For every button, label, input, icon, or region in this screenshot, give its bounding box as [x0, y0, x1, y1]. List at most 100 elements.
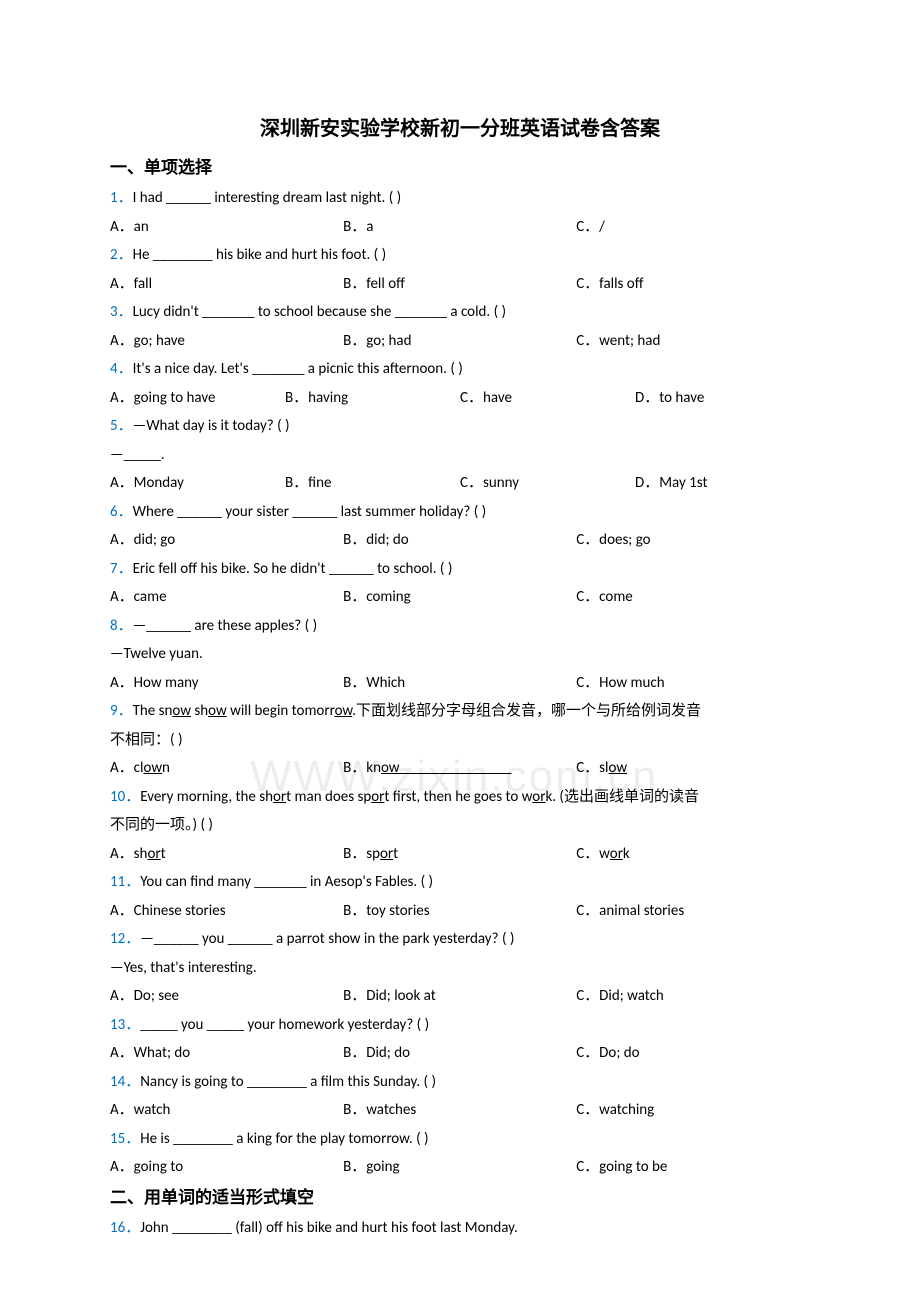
- option: C．work: [576, 840, 809, 869]
- question-continuation: —_____.: [110, 441, 810, 470]
- question-text: Where ______ your sister ______ last sum…: [133, 503, 487, 521]
- option: C．Did; watch: [576, 982, 809, 1011]
- question-text: He ________ his bike and hurt his foot. …: [133, 246, 387, 264]
- option: C．Do; do: [576, 1039, 809, 1068]
- question-number: 16．: [110, 1219, 140, 1237]
- section-header: 一、单项选择: [110, 152, 810, 184]
- option: C．falls off: [576, 270, 809, 299]
- section-header: 二、用单词的适当形式填空: [110, 1182, 810, 1214]
- question-number: 3．: [110, 303, 133, 321]
- question-number: 12．: [110, 930, 140, 948]
- options-row: A．fallB．fell offC．falls off: [110, 270, 810, 299]
- options-row: A．clownB．know C．slow: [110, 754, 810, 783]
- question-text: He is ________ a king for the play tomor…: [140, 1130, 428, 1148]
- option: A．clown: [110, 754, 343, 783]
- options-row: A．go; haveB．go; hadC．went; had: [110, 327, 810, 356]
- option: C．animal stories: [576, 897, 809, 926]
- options-row: A．going toB．goingC．going to be: [110, 1153, 810, 1182]
- option: B．coming: [343, 583, 576, 612]
- option: C．watching: [576, 1096, 809, 1125]
- option: A．Monday: [110, 469, 285, 498]
- question-number: 11．: [110, 873, 140, 891]
- option: C．How much: [576, 669, 809, 698]
- option: A．fall: [110, 270, 343, 299]
- question-stem: 14．Nancy is going to ________ a film thi…: [110, 1068, 810, 1097]
- question-text: _____ you _____ your homework yesterday?…: [140, 1016, 429, 1034]
- option: B．know: [343, 754, 576, 783]
- document-title: 深圳新安实验学校新初一分班英语试卷含答案: [110, 110, 810, 148]
- option: C．sunny: [460, 469, 635, 498]
- option: B．a: [343, 213, 576, 242]
- options-row: A．How manyB．WhichC．How much: [110, 669, 810, 698]
- question-stem: 8．—______ are these apples? ( ): [110, 612, 810, 641]
- question-text: Every morning, the short man does sport …: [140, 788, 699, 806]
- question-number: 13．: [110, 1016, 140, 1034]
- option: D．to have: [635, 384, 810, 413]
- options-row: A．Chinese storiesB．toy storiesC．animal s…: [110, 897, 810, 926]
- option: A．short: [110, 840, 343, 869]
- question-text: I had ______ interesting dream last nigh…: [133, 189, 402, 207]
- option: A．What; do: [110, 1039, 343, 1068]
- question-number: 4．: [110, 360, 133, 378]
- question-stem: 1．I had ______ interesting dream last ni…: [110, 184, 810, 213]
- options-row: A．shortB．sportC．work: [110, 840, 810, 869]
- option: A．going to have: [110, 384, 285, 413]
- option: B．Did; do: [343, 1039, 576, 1068]
- question-number: 1．: [110, 189, 133, 207]
- options-row: A．going to haveB．havingC．haveD．to have: [110, 384, 810, 413]
- option: B．having: [285, 384, 460, 413]
- option: B．watches: [343, 1096, 576, 1125]
- options-row: A．What; doB．Did; doC．Do; do: [110, 1039, 810, 1068]
- question-stem: 11．You can find many _______ in Aesop's …: [110, 868, 810, 897]
- question-continuation: —Yes, that's interesting.: [110, 954, 810, 983]
- question-text: Lucy didn't _______ to school because sh…: [133, 303, 506, 321]
- question-text: Nancy is going to ________ a film this S…: [140, 1073, 436, 1091]
- question-continuation: —Twelve yuan.: [110, 640, 810, 669]
- question-number: 9．: [110, 702, 133, 720]
- option: B．fell off: [343, 270, 576, 299]
- question-number: 8．: [110, 617, 133, 635]
- option: B．toy stories: [343, 897, 576, 926]
- question-stem: 6．Where ______ your sister ______ last s…: [110, 498, 810, 527]
- question-stem: 12．—______ you ______ a parrot show in t…: [110, 925, 810, 954]
- question-text: —What day is it today? ( ): [133, 417, 290, 435]
- option: C．does; go: [576, 526, 809, 555]
- options-row: A．MondayB．fineC．sunnyD．May 1st: [110, 469, 810, 498]
- question-text: You can find many _______ in Aesop's Fab…: [140, 873, 433, 891]
- option: B．fine: [285, 469, 460, 498]
- question-text: The snow show will begin tomorrow.下面划线部分…: [133, 702, 701, 720]
- question-stem: 4．It's a nice day. Let's _______ a picni…: [110, 355, 810, 384]
- option: D．May 1st: [635, 469, 810, 498]
- option: B．going: [343, 1153, 576, 1182]
- option: A．did; go: [110, 526, 343, 555]
- question-number: 14．: [110, 1073, 140, 1091]
- question-number: 2．: [110, 246, 133, 264]
- question-text: —______ are these apples? ( ): [133, 617, 318, 635]
- question-stem: 13．_____ you _____ your homework yesterd…: [110, 1011, 810, 1040]
- options-row: A．cameB．comingC．come: [110, 583, 810, 612]
- question-number: 7．: [110, 560, 133, 578]
- question-continuation: 不相同：( ): [110, 726, 810, 755]
- question-stem: 7．Eric fell off his bike. So he didn't _…: [110, 555, 810, 584]
- option: A．came: [110, 583, 343, 612]
- option: A．going to: [110, 1153, 343, 1182]
- option: C．have: [460, 384, 635, 413]
- options-row: A．did; goB．did; doC．does; go: [110, 526, 810, 555]
- option: B．sport: [343, 840, 576, 869]
- option: B．go; had: [343, 327, 576, 356]
- question-number: 5．: [110, 417, 133, 435]
- question-stem: 10．Every morning, the short man does spo…: [110, 783, 810, 812]
- option: B．Did; look at: [343, 982, 576, 1011]
- question-text: —______ you ______ a parrot show in the …: [140, 930, 514, 948]
- question-number: 6．: [110, 503, 133, 521]
- option: C．going to be: [576, 1153, 809, 1182]
- option: A．an: [110, 213, 343, 242]
- option: C．/: [576, 213, 809, 242]
- option: A．How many: [110, 669, 343, 698]
- options-row: A．anB．aC．/: [110, 213, 810, 242]
- options-row: A．watchB．watchesC．watching: [110, 1096, 810, 1125]
- option: A．go; have: [110, 327, 343, 356]
- question-stem: 2．He ________ his bike and hurt his foot…: [110, 241, 810, 270]
- option: C．slow: [576, 754, 809, 783]
- option: A．Chinese stories: [110, 897, 343, 926]
